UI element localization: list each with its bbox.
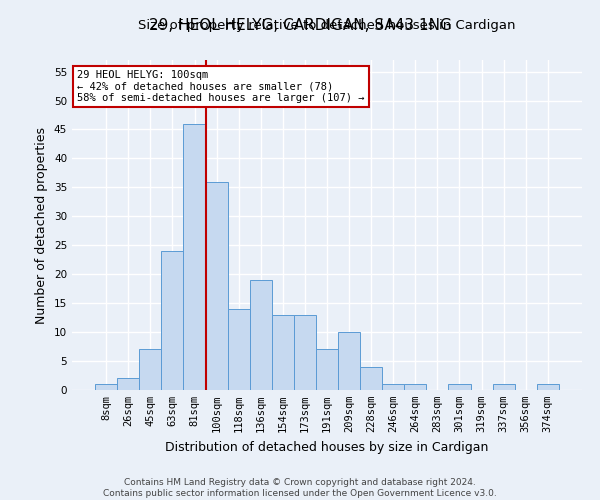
Bar [227, 309, 250, 390]
Bar [184, 124, 206, 390]
Bar [250, 280, 272, 390]
Bar [95, 384, 117, 390]
Text: 29 HEOL HELYG: 100sqm
← 42% of detached houses are smaller (78)
58% of semi-deta: 29 HEOL HELYG: 100sqm ← 42% of detached … [77, 70, 365, 103]
Bar [448, 384, 470, 390]
Bar [139, 350, 161, 390]
Bar [272, 314, 294, 390]
Bar [404, 384, 427, 390]
Bar [382, 384, 404, 390]
Text: 29, HEOL HELYG, CARDIGAN, SA43 1NG: 29, HEOL HELYG, CARDIGAN, SA43 1NG [149, 18, 451, 32]
Bar [360, 367, 382, 390]
Bar [117, 378, 139, 390]
Bar [316, 350, 338, 390]
Bar [493, 384, 515, 390]
Bar [537, 384, 559, 390]
Text: Contains HM Land Registry data © Crown copyright and database right 2024.
Contai: Contains HM Land Registry data © Crown c… [103, 478, 497, 498]
Bar [206, 182, 227, 390]
Bar [161, 251, 184, 390]
Bar [338, 332, 360, 390]
X-axis label: Distribution of detached houses by size in Cardigan: Distribution of detached houses by size … [166, 440, 488, 454]
Title: Size of property relative to detached houses in Cardigan: Size of property relative to detached ho… [138, 20, 516, 32]
Bar [294, 314, 316, 390]
Y-axis label: Number of detached properties: Number of detached properties [35, 126, 49, 324]
